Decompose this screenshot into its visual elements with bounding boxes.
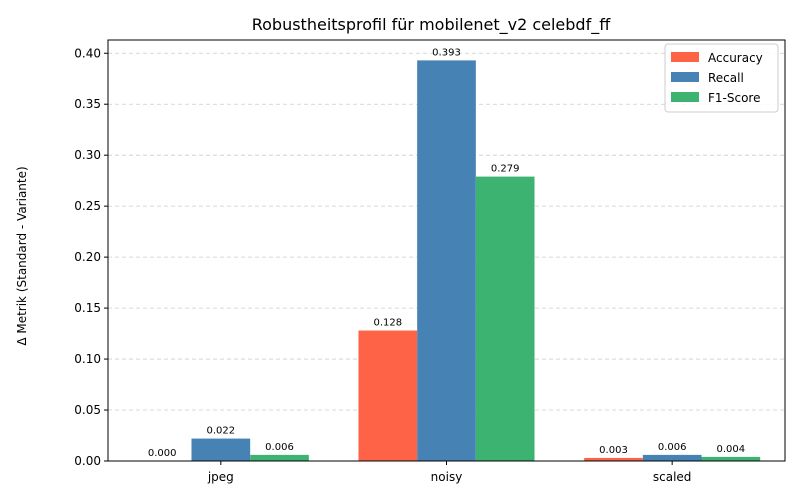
bars: [191, 60, 761, 461]
y-axis-label: Δ Metrik (Standard - Variante): [15, 166, 29, 345]
data-label: 0.128: [374, 318, 403, 329]
data-label: 0.006: [265, 442, 294, 453]
data-labels: 0.000 0.022 0.006 0.128 0.393 0.279 0.003 0.006…: [148, 47, 745, 459]
x-tick-label: scaled: [653, 470, 692, 484]
data-label: 0.006: [658, 442, 687, 453]
y-tick-label: 0.05: [74, 403, 101, 417]
axes: 0.00 0.05 0.10 0.15 0.20 0.25 0.30 0.35 0.40 jpeg…: [74, 39, 786, 484]
data-label: 0.393: [432, 47, 461, 58]
bar-f1-score-jpeg: [250, 454, 309, 461]
y-tick-label: 0.30: [74, 148, 101, 162]
data-label: 0.000: [148, 448, 177, 459]
y-tick-label: 0.40: [74, 46, 101, 60]
bar-f1-score-scaled: [701, 456, 761, 461]
x-tick-label: jpeg: [207, 470, 234, 484]
data-label: 0.004: [717, 444, 746, 455]
legend-label: Recall: [708, 71, 744, 85]
y-tick-label: 0.35: [74, 97, 101, 111]
y-tick-label: 0.15: [74, 301, 101, 315]
data-label: 0.003: [599, 445, 628, 456]
data-label: 0.022: [207, 426, 236, 437]
bar-accuracy-noisy: [358, 330, 418, 461]
legend-swatch-recall: [671, 72, 699, 82]
bar-f1-score-noisy: [475, 176, 535, 461]
legend-label: Accuracy: [708, 51, 763, 65]
bar-recall-scaled: [642, 454, 702, 461]
bar-recall-noisy: [417, 60, 476, 461]
y-tick-label: 0.25: [74, 199, 101, 213]
plot-frame: [107, 39, 786, 462]
y-tick-label: 0.10: [74, 352, 101, 366]
y-tick-label: 0.00: [74, 454, 101, 468]
bar-recall-jpeg: [191, 438, 251, 461]
bar-accuracy-scaled: [584, 457, 643, 461]
legend-swatch-accuracy: [671, 52, 699, 62]
x-tick-label: noisy: [431, 470, 463, 484]
legend-label: F1-Score: [708, 91, 760, 105]
legend: Accuracy Recall F1-Score: [664, 43, 779, 113]
y-tick-label: 0.20: [74, 250, 101, 264]
legend-swatch-f1-score: [671, 92, 699, 102]
data-label: 0.279: [491, 164, 520, 175]
chart-title: Robustheitsprofil für mobilenet_v2 celeb…: [252, 15, 611, 35]
